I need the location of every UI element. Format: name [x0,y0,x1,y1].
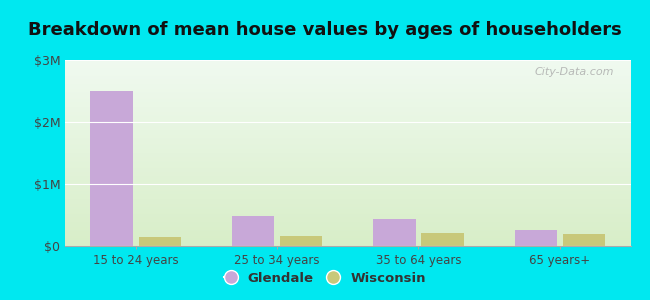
Bar [373,219,415,246]
Bar [421,233,463,246]
Bar [232,216,274,246]
Bar [280,236,322,246]
Bar [138,237,181,246]
Text: City-Data.com: City-Data.com [534,68,614,77]
Bar [515,230,557,246]
Bar [563,234,605,246]
Bar [90,91,133,246]
Legend: Glendale, Wisconsin: Glendale, Wisconsin [218,266,432,290]
Text: Breakdown of mean house values by ages of householders: Breakdown of mean house values by ages o… [28,21,622,39]
